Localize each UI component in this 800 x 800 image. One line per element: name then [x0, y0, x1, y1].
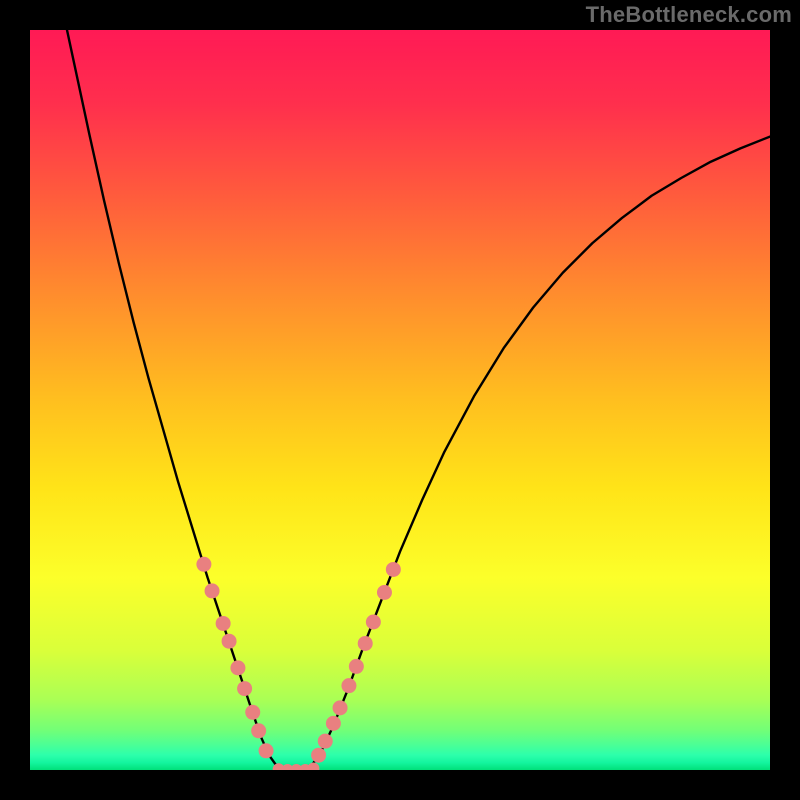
data-point — [377, 585, 392, 600]
chart-svg — [30, 30, 770, 770]
data-point — [341, 678, 356, 693]
data-point — [358, 636, 373, 651]
data-point — [251, 723, 266, 738]
data-point — [318, 734, 333, 749]
data-point — [326, 716, 341, 731]
figure-root: TheBottleneck.com — [0, 0, 800, 800]
data-point — [386, 562, 401, 577]
data-point — [333, 700, 348, 715]
data-point — [349, 659, 364, 674]
data-point — [311, 748, 326, 763]
data-point — [205, 583, 220, 598]
data-point — [259, 743, 274, 758]
data-point — [216, 616, 231, 631]
watermark-text: TheBottleneck.com — [586, 2, 792, 28]
data-point — [222, 634, 237, 649]
data-point — [366, 615, 381, 630]
gradient-background — [30, 30, 770, 770]
data-point — [245, 705, 260, 720]
data-point — [230, 660, 245, 675]
data-point — [196, 557, 211, 572]
plot-area — [30, 30, 770, 770]
data-point — [237, 681, 252, 696]
